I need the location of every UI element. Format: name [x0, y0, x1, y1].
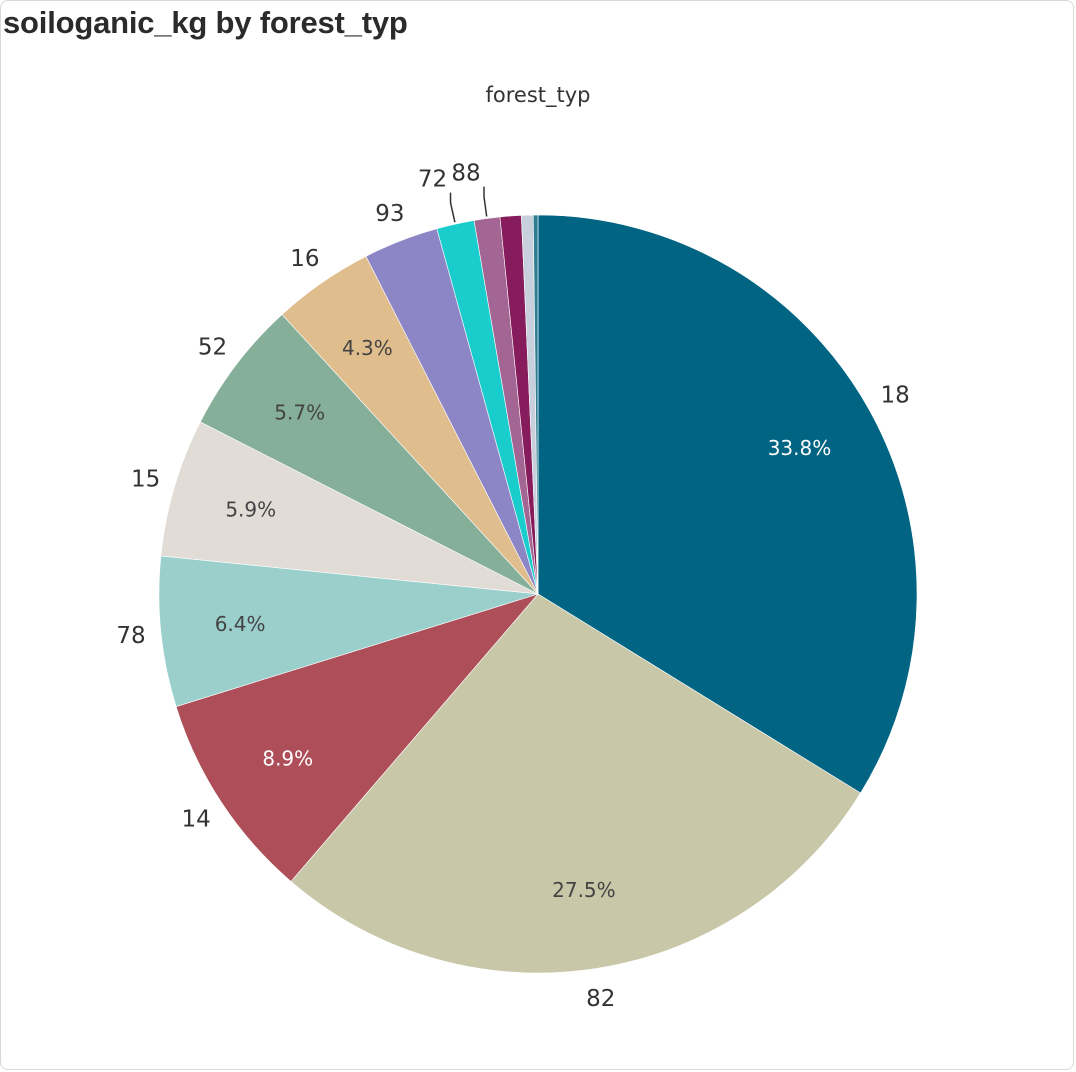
category-label-78: 78	[116, 623, 145, 649]
percent-label: 8.9%	[262, 746, 313, 770]
category-label-72: 72	[418, 167, 447, 193]
category-label-16: 16	[290, 246, 319, 272]
leader-lines	[449, 186, 488, 223]
percent-label: 4.3%	[342, 336, 393, 360]
percent-label: 5.9%	[225, 498, 276, 522]
category-label-82: 82	[586, 986, 615, 1012]
category-label-93: 93	[375, 201, 404, 227]
pie-slice-82[interactable]	[290, 593, 861, 974]
leader-line	[483, 186, 488, 217]
percent-label: 6.4%	[215, 612, 266, 636]
percent-label: 33.8%	[768, 436, 832, 460]
pie-slice-18[interactable]	[537, 214, 918, 794]
category-label-15: 15	[131, 467, 160, 493]
pie-slice-14[interactable]	[175, 593, 539, 882]
pie-slice-52[interactable]	[199, 314, 539, 595]
chart-title: soiloganic_kg by forest_typ	[3, 5, 408, 40]
legend-title: forest_typ	[486, 83, 591, 108]
pie-slices	[158, 214, 918, 974]
category-label-14: 14	[182, 807, 211, 833]
category-label-52: 52	[198, 334, 227, 360]
category-label-88: 88	[451, 161, 480, 187]
percent-label: 5.7%	[274, 401, 325, 425]
category-label-18: 18	[881, 383, 910, 409]
pie-slice-15[interactable]	[160, 421, 539, 595]
pie-slice-78[interactable]	[158, 555, 539, 707]
leader-line	[449, 192, 456, 223]
percent-label: 27.5%	[552, 878, 616, 902]
category-labels: 18 82 14 78 15 52 16 93 72 88	[116, 161, 909, 1013]
pie-slice-unlabeled-12[interactable]	[532, 214, 539, 595]
percent-labels: 33.8% 27.5% 8.9% 6.4% 5.9% 5.7% 4.3%	[215, 336, 832, 902]
